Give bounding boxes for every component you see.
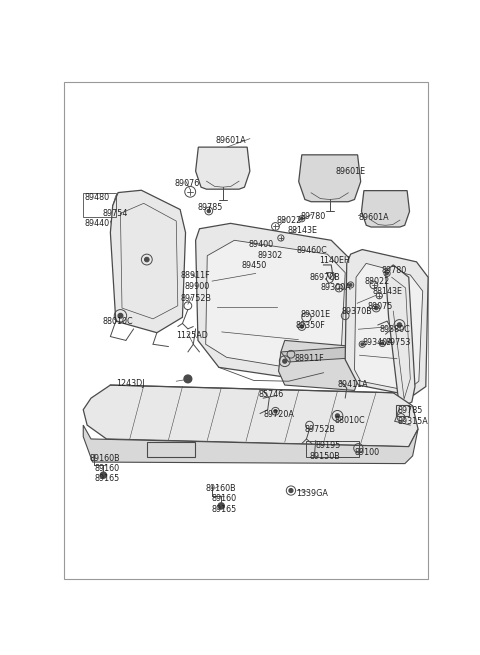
Polygon shape [110,190,186,333]
Text: 89075: 89075 [368,302,393,311]
Bar [306,441,359,457]
Text: 89340A: 89340A [362,338,393,347]
Text: 89302: 89302 [258,251,283,260]
Circle shape [300,325,303,328]
Text: 1243DJ: 1243DJ [116,379,144,388]
Text: 89160: 89160 [94,464,119,473]
Text: 88911F: 88911F [180,271,210,280]
Circle shape [118,314,123,318]
Polygon shape [83,425,418,464]
Text: 89900: 89900 [185,282,210,291]
Text: 88010C: 88010C [103,317,133,326]
Text: 89300A: 89300A [321,284,351,292]
Text: 89076: 89076 [175,179,200,188]
Text: 85746: 85746 [258,390,284,400]
Polygon shape [83,385,418,447]
Polygon shape [385,265,415,408]
Text: 89400: 89400 [248,240,274,250]
Text: 89720A: 89720A [263,409,294,419]
Circle shape [283,359,287,363]
Text: 89601A: 89601A [359,214,389,222]
Text: 89150B: 89150B [310,452,340,461]
Circle shape [381,343,384,345]
Text: 89753: 89753 [385,338,411,347]
Polygon shape [196,223,350,383]
Circle shape [184,375,192,383]
Text: 89752B: 89752B [180,294,211,303]
Circle shape [144,257,149,262]
Text: 89315A: 89315A [397,417,428,426]
Polygon shape [355,263,423,390]
Text: 89380C: 89380C [379,325,410,334]
Circle shape [336,414,339,418]
Bar [83,193,116,217]
Circle shape [361,343,363,345]
Text: 89460C: 89460C [296,246,327,255]
Text: 89160B: 89160B [206,483,236,493]
Text: 1339GA: 1339GA [296,489,328,498]
Text: 89440: 89440 [85,219,110,228]
Text: 88010C: 88010C [335,416,365,425]
Text: 89480: 89480 [85,193,110,202]
Text: 89165: 89165 [94,474,120,483]
Text: 89780: 89780 [382,267,407,276]
Polygon shape [206,240,345,373]
Text: 89785: 89785 [197,203,223,212]
Text: 89780: 89780 [300,212,325,221]
Polygon shape [278,341,362,390]
Text: 1140EH: 1140EH [320,255,350,265]
Text: 88022: 88022 [365,277,390,286]
Polygon shape [299,155,360,202]
Bar [396,405,409,416]
Text: 89450: 89450 [241,261,266,270]
Circle shape [207,210,210,213]
Text: 89100: 89100 [355,448,380,457]
Text: 89160B: 89160B [89,454,120,462]
Text: 89165: 89165 [212,505,237,514]
Text: 1125AD: 1125AD [176,331,208,340]
Polygon shape [281,346,362,362]
Text: 89785: 89785 [397,406,422,415]
Bar [147,442,195,457]
Text: 89301E: 89301E [300,310,330,318]
Circle shape [100,472,107,478]
Text: 89195: 89195 [316,441,341,449]
Text: 89160: 89160 [212,495,237,504]
Circle shape [349,284,352,286]
Circle shape [397,323,402,328]
Circle shape [375,307,378,310]
Polygon shape [361,191,409,227]
Bar [395,408,409,421]
Text: 88911F: 88911F [294,354,324,364]
Text: 88022: 88022 [276,215,301,225]
Text: 89370B: 89370B [341,307,372,316]
Text: 89752B: 89752B [305,425,336,434]
Text: 86970B: 86970B [310,272,340,282]
Circle shape [274,409,277,413]
Polygon shape [345,250,428,396]
Text: 88143E: 88143E [287,226,317,234]
Text: 89411A: 89411A [337,381,368,390]
Circle shape [218,503,224,509]
Text: 89350F: 89350F [296,321,325,330]
Text: 88143E: 88143E [372,288,402,296]
Circle shape [300,217,303,220]
Text: 89601E: 89601E [335,167,365,176]
Text: 89601A: 89601A [215,136,246,145]
Circle shape [289,489,293,493]
Text: 89754: 89754 [103,210,128,219]
Polygon shape [196,147,250,189]
Circle shape [386,272,388,274]
